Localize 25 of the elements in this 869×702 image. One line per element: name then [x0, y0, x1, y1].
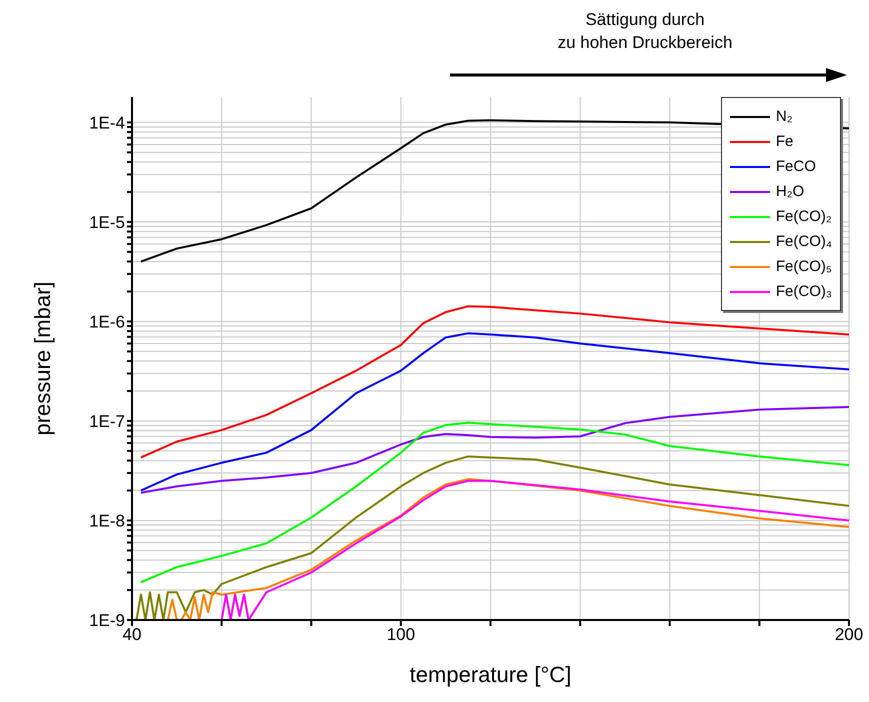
- y-tick-label: 1E-7: [89, 412, 125, 431]
- line-series: [140, 332, 849, 492]
- y-axis-title: pressure [mbar]: [30, 281, 55, 436]
- legend-label: Fe(CO)₄: [776, 233, 832, 250]
- line-series: [140, 406, 849, 494]
- y-tick-label: 1E-5: [89, 212, 125, 232]
- legend-label: N₂: [776, 108, 793, 125]
- legend-label: Fe(CO)₃: [776, 283, 832, 300]
- legend-label: Fe(CO)₂: [776, 208, 832, 225]
- x-tick-label: 40: [122, 625, 142, 644]
- legend-label: FeCO: [776, 158, 816, 175]
- text: Sättigung durch zu hohen Druckbereich: [556, 9, 734, 54]
- y-tick-label: 1E-6: [89, 312, 125, 332]
- x-axis-title: temperature [°C]: [410, 662, 572, 687]
- y-tick-label: 1E-8: [89, 512, 125, 531]
- legend-label: H₂O: [776, 183, 804, 200]
- legend-label: Fe: [776, 133, 794, 150]
- y-tick-label: 1E-9: [89, 611, 125, 630]
- line-series: [140, 305, 849, 458]
- legend-label: Fe(CO)₅: [776, 258, 832, 275]
- line-series: [135, 455, 849, 620]
- line-series: [140, 422, 849, 584]
- y-tick-label: 1E-4: [89, 113, 125, 132]
- x-tick-label: 100: [386, 625, 416, 644]
- x-tick-label: 200: [834, 625, 864, 644]
